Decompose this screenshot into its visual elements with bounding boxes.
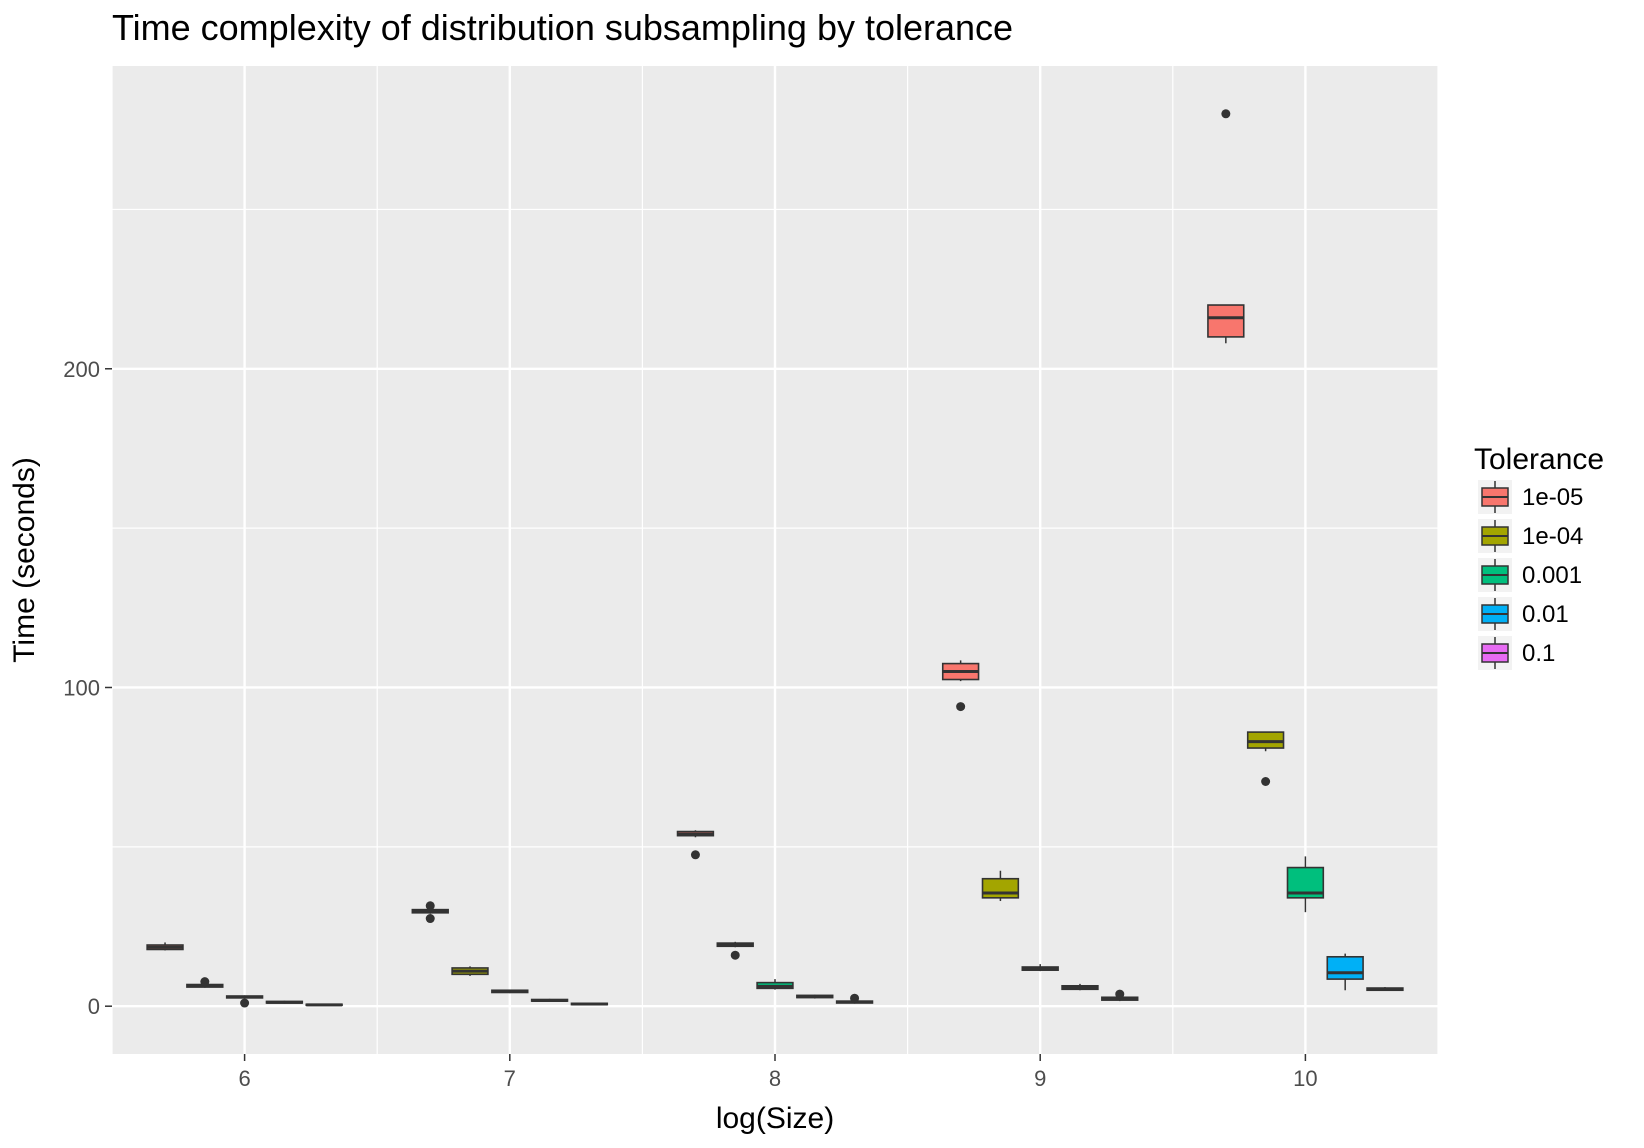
- box-0.001-10: [1286, 856, 1325, 913]
- legend-entry-0.001: 0.001: [1478, 558, 1582, 592]
- box-0.001-8: [756, 979, 794, 990]
- box-1e-05-10: [1207, 109, 1245, 344]
- y-axis-ticks: 0 100 200: [63, 357, 112, 1019]
- y-tick-label: 100: [63, 675, 100, 700]
- outlier-point: [425, 901, 435, 911]
- legend: 1e-05 1e-04 0.001 0.01 0.1: [1478, 480, 1583, 670]
- box-1e-05-9: [941, 660, 980, 712]
- outlier-point: [690, 850, 700, 860]
- x-tick-label: 10: [1293, 1066, 1317, 1091]
- legend-title: Tolerance: [1474, 443, 1604, 476]
- outlier-point: [730, 950, 740, 960]
- x-tick-label: 8: [769, 1066, 781, 1091]
- box-0.01-9: [1061, 983, 1099, 991]
- box-1e-04-8: [716, 941, 754, 960]
- y-tick-label: 200: [63, 357, 100, 382]
- outlier-point: [1261, 777, 1271, 787]
- legend-entry-0.1: 0.1: [1478, 636, 1555, 670]
- x-tick-label: 7: [504, 1066, 516, 1091]
- box-0.01-7: [530, 998, 569, 1002]
- box-1e-05-8: [676, 830, 715, 860]
- box-0.1-8: [835, 993, 874, 1004]
- legend-label: 1e-04: [1522, 523, 1583, 550]
- y-tick-label: 0: [88, 994, 100, 1019]
- outlier-point: [956, 702, 966, 712]
- outlier-point: [200, 977, 210, 987]
- x-axis-title: log(Size): [716, 1102, 834, 1135]
- box-1e-04-10: [1246, 731, 1285, 787]
- box-0.001-9: [1021, 964, 1059, 972]
- box-0.1-10: [1366, 987, 1404, 992]
- outlier-point: [1115, 989, 1125, 999]
- y-axis-title: Time (seconds): [8, 457, 41, 663]
- outlier-point: [850, 993, 860, 1003]
- box-0.01-10: [1326, 953, 1364, 991]
- boxplot-series: [146, 109, 1404, 1008]
- box-1e-04-9: [981, 870, 1020, 902]
- chart-title: Time complexity of distribution subsampl…: [112, 7, 1013, 48]
- x-tick-label: 6: [238, 1066, 250, 1091]
- box-1e-04-6: [186, 977, 224, 988]
- box-body: [1207, 304, 1245, 338]
- legend-label: 1e-05: [1522, 484, 1583, 511]
- box-1e-05-7: [411, 901, 449, 924]
- box-0.1-9: [1101, 989, 1139, 1002]
- box-body: [981, 877, 1020, 899]
- box-0.1-7: [570, 1002, 609, 1006]
- box-0.01-8: [796, 994, 834, 999]
- box-1e-05-6: [146, 942, 184, 951]
- box-0.001-7: [491, 989, 529, 994]
- legend-label: 0.1: [1522, 640, 1555, 667]
- box-body: [1246, 731, 1285, 749]
- box-body: [1326, 955, 1364, 980]
- box-0.001-6: [225, 995, 264, 1008]
- box-0.1-6: [305, 1003, 343, 1007]
- box-1e-04-7: [451, 966, 489, 976]
- box-0.01-6: [265, 1000, 304, 1004]
- legend-label: 0.001: [1522, 562, 1582, 589]
- legend-entry-1e-05: 1e-05: [1478, 480, 1583, 514]
- outlier-point: [240, 998, 250, 1008]
- legend-entry-1e-04: 1e-04: [1478, 519, 1583, 553]
- x-tick-label: 9: [1034, 1066, 1046, 1091]
- x-axis-ticks: 6 7 8 9 10: [238, 1054, 1318, 1091]
- legend-entry-0.01: 0.01: [1478, 597, 1569, 631]
- legend-label: 0.01: [1522, 601, 1569, 628]
- outlier-point: [1221, 109, 1231, 119]
- outlier-point: [425, 914, 435, 924]
